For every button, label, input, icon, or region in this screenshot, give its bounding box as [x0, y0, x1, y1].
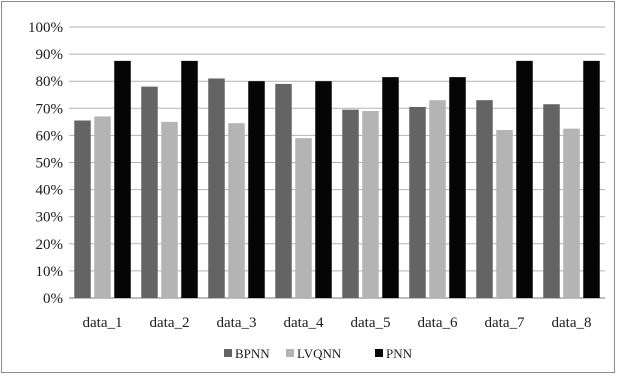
bar-pnn-data_8: [583, 60, 600, 298]
legend-item-lvqnn: LVQNN: [286, 346, 342, 361]
legend-item-bpnn: BPNN: [224, 346, 270, 361]
bar-bpnn-data_7: [476, 100, 493, 298]
y-tick-label: 20%: [36, 237, 64, 253]
y-tick-label: 40%: [36, 183, 64, 199]
bar-pnn-data_4: [315, 81, 332, 298]
y-tick-label: 90%: [36, 47, 64, 63]
y-tick-label: 30%: [36, 210, 64, 226]
bar-lvqnn-data_4: [295, 138, 312, 298]
x-tick-label: data_8: [552, 315, 592, 331]
x-tick-label: data_6: [418, 315, 458, 331]
bar-pnn-data_7: [516, 60, 533, 298]
bars: [74, 60, 600, 299]
legend: BPNN LVQNN PNN: [224, 346, 413, 361]
gridlines: [69, 26, 605, 299]
y-tick-label: 80%: [36, 74, 64, 90]
bar-bpnn-data_6: [409, 106, 426, 298]
y-tick-label: 100%: [28, 20, 63, 36]
bar-bpnn-data_2: [141, 86, 158, 299]
bar-bpnn-data_1: [74, 120, 91, 299]
bar-lvqnn-data_8: [563, 128, 580, 298]
legend-swatch: [224, 349, 232, 357]
bar-bpnn-data_5: [342, 109, 359, 298]
bar-pnn-data_1: [114, 60, 131, 298]
bar-pnn-data_3: [248, 81, 265, 298]
bar-pnn-data_6: [449, 77, 466, 298]
legend-swatch: [286, 349, 294, 357]
bar-pnn-data_5: [382, 77, 399, 298]
y-tick-label: 10%: [36, 264, 64, 280]
x-tick-label: data_2: [150, 315, 190, 331]
bar-lvqnn-data_1: [94, 116, 111, 299]
bar-bpnn-data_8: [543, 104, 560, 298]
bar-bpnn-data_3: [208, 78, 225, 299]
x-tick-label: data_5: [351, 315, 391, 331]
bar-pnn-data_2: [181, 60, 198, 298]
x-tick-label: data_1: [83, 315, 123, 331]
y-tick-label: 0%: [43, 291, 63, 307]
bar-lvqnn-data_7: [496, 129, 513, 298]
legend-item-pnn: PNN: [375, 346, 413, 361]
x-tick-label: data_7: [485, 315, 525, 331]
bar-bpnn-data_4: [275, 83, 292, 298]
x-tick-label: data_4: [284, 315, 324, 331]
bar-lvqnn-data_5: [362, 111, 379, 298]
legend-swatch: [375, 349, 383, 357]
legend-label: BPNN: [235, 346, 270, 361]
y-axis: 0% 10% 20% 30% 40% 50% 60% 70% 80% 90% 100%: [28, 20, 63, 307]
bar-lvqnn-data_2: [161, 121, 178, 298]
y-tick-label: 50%: [36, 156, 64, 172]
x-tick-label: data_3: [217, 315, 257, 331]
bar-lvqnn-data_6: [429, 100, 446, 298]
x-axis: data_1 data_2 data_3 data_4 data_5 data_6 data…: [83, 315, 592, 331]
legend-label: LVQNN: [297, 346, 342, 361]
y-tick-label: 70%: [36, 101, 64, 117]
legend-label: PNN: [386, 346, 413, 361]
bar-lvqnn-data_3: [228, 123, 245, 298]
y-tick-label: 60%: [36, 128, 64, 144]
